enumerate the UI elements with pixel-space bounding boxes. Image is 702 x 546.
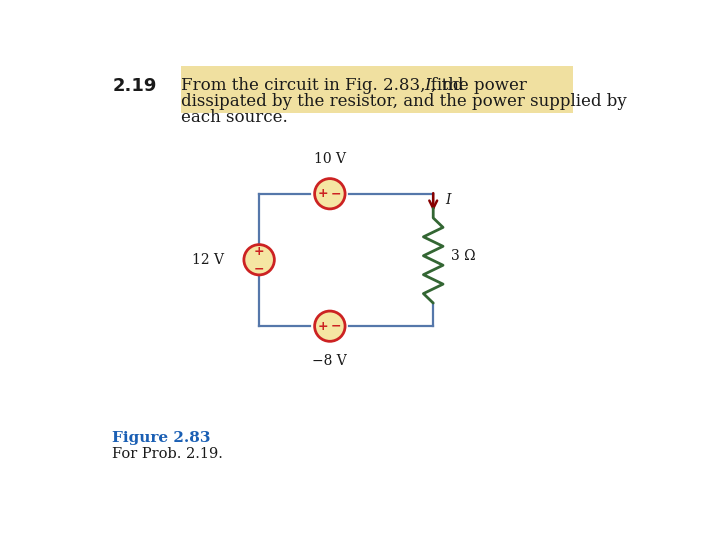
Text: +: + [254,245,265,258]
Text: 2.19: 2.19 [112,78,157,96]
Ellipse shape [244,245,274,275]
Text: dissipated by the resistor, and the power supplied by: dissipated by the resistor, and the powe… [181,93,627,110]
Text: For Prob. 2.19.: For Prob. 2.19. [112,447,223,461]
Text: +: + [318,319,329,333]
Text: I: I [445,193,451,207]
Text: +: + [318,187,329,200]
Text: Figure 2.83: Figure 2.83 [112,431,211,446]
Text: 3 Ω: 3 Ω [451,249,475,263]
Bar [181,64,573,112]
Ellipse shape [314,311,345,341]
Text: 10 V: 10 V [314,152,346,167]
Text: −8 V: −8 V [312,353,347,367]
Text: −: − [331,187,342,200]
Text: each source.: each source. [181,109,288,126]
Text: From the circuit in Fig. 2.83, find: From the circuit in Fig. 2.83, find [181,78,469,94]
Text: I: I [424,78,430,94]
Text: 12 V: 12 V [192,253,224,267]
Ellipse shape [314,179,345,209]
Text: −: − [254,263,265,276]
Text: , the power: , the power [431,78,527,94]
Text: −: − [331,319,342,333]
